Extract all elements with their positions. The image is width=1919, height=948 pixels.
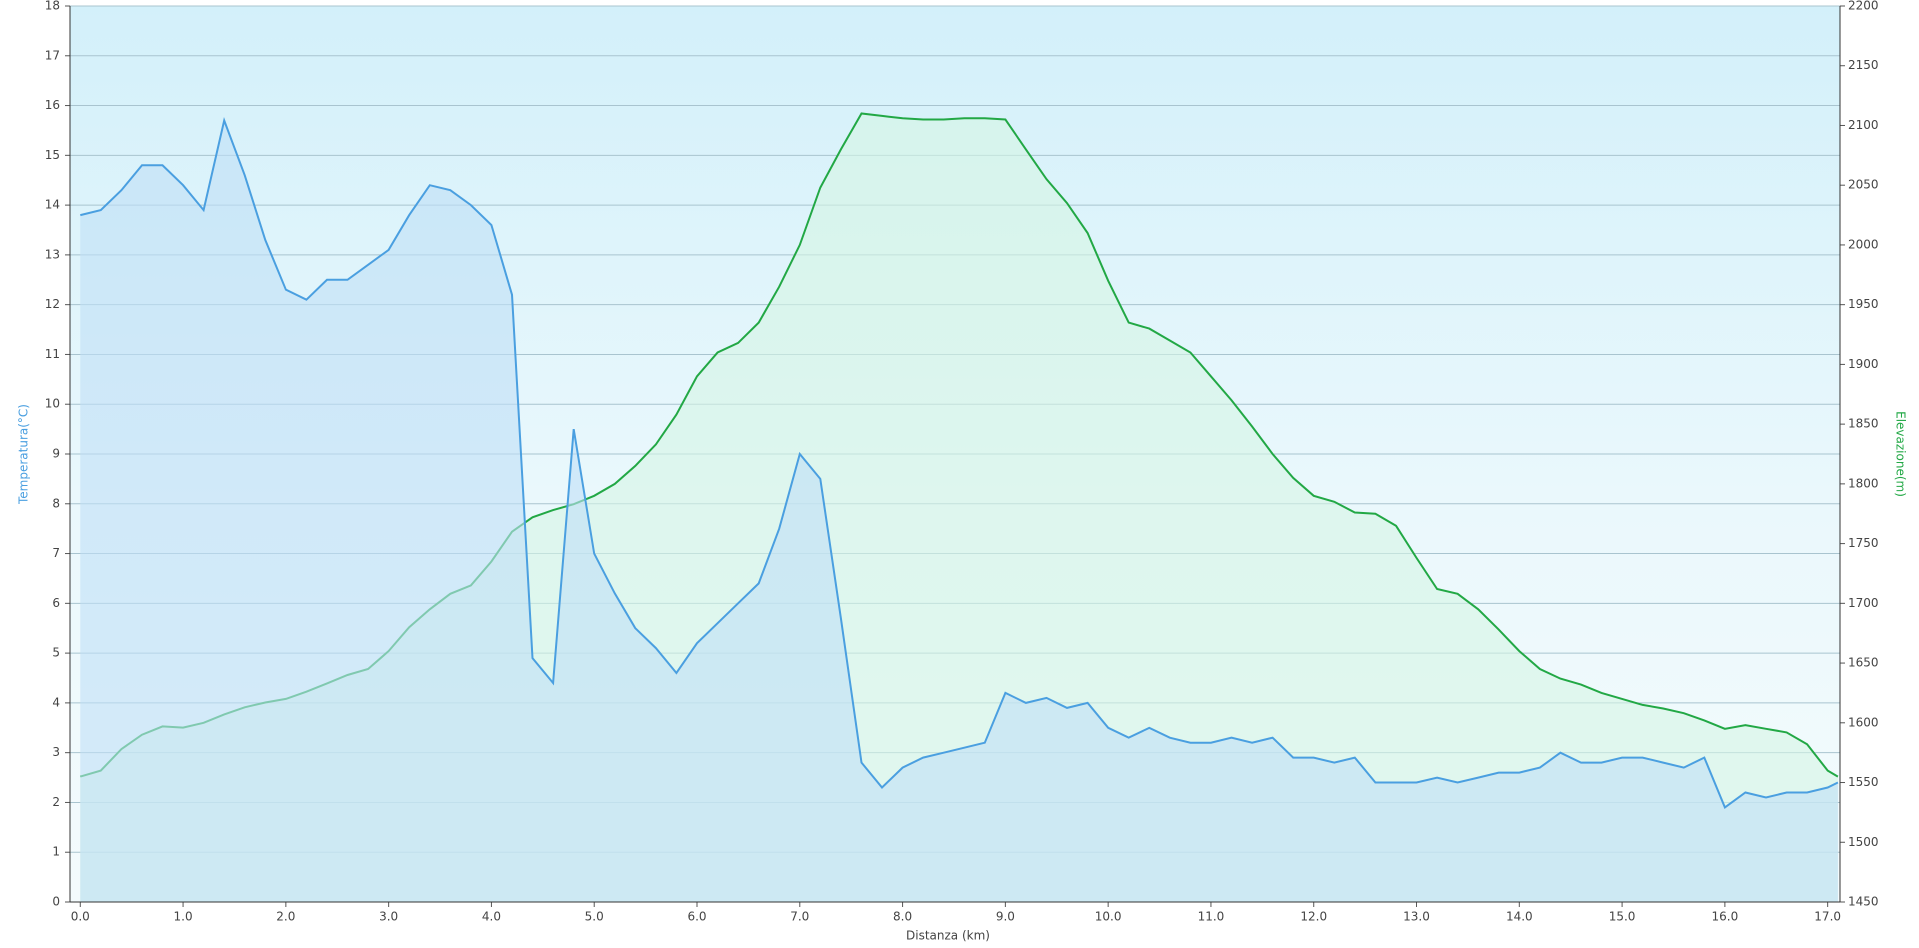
y-tick-label: 13	[45, 247, 60, 261]
y-tick-label: 8	[52, 496, 60, 510]
x-tick-label: 0.0	[71, 910, 90, 924]
y2-tick-label: 1650	[1848, 656, 1879, 670]
x-tick-label: 7.0	[790, 910, 809, 924]
x-tick-label: 14.0	[1506, 910, 1533, 924]
x-tick-label: 15.0	[1609, 910, 1636, 924]
x-tick-label: 2.0	[276, 910, 295, 924]
y2-tick-label: 1750	[1848, 536, 1879, 550]
y2-tick-label: 1550	[1848, 775, 1879, 789]
y-tick-label: 15	[45, 148, 60, 162]
x-tick-label: 6.0	[687, 910, 706, 924]
x-axis-title: Distanza (km)	[906, 929, 990, 943]
y2-tick-label: 1800	[1848, 476, 1879, 490]
y2-tick-label: 1900	[1848, 357, 1879, 371]
x-tick-label: 10.0	[1095, 910, 1122, 924]
y2-tick-label: 1850	[1848, 417, 1879, 431]
x-tick-label: 8.0	[893, 910, 912, 924]
y-tick-label: 3	[52, 745, 60, 759]
x-tick-label: 3.0	[379, 910, 398, 924]
line	[80, 117, 1839, 809]
y2-tick-label: 2150	[1848, 58, 1879, 72]
y-tick-label: 9	[52, 447, 60, 461]
y-tick-label: 7	[52, 546, 60, 560]
y-tick-label: 0	[52, 895, 60, 909]
y-tick-label: 18	[45, 0, 60, 13]
y2-tick-label: 2100	[1848, 118, 1879, 132]
x-tick-label: 13.0	[1403, 910, 1430, 924]
y2-tick-label: 1950	[1848, 297, 1879, 311]
y2-tick-label: 1700	[1848, 596, 1879, 610]
y-tick-label: 5	[52, 646, 60, 660]
y-tick-label: 4	[52, 695, 60, 709]
x-tick-label: 9.0	[996, 910, 1015, 924]
y-tick-label: 11	[45, 347, 60, 361]
y2-tick-label: 1450	[1848, 895, 1879, 909]
y2-axis-title: Elevazione(m)	[1894, 411, 1908, 497]
y2-tick-label: 2000	[1848, 237, 1879, 251]
x-tick-label: 17.0	[1814, 910, 1841, 924]
y-tick-label: 14	[45, 198, 60, 212]
area	[80, 120, 1838, 902]
y2-tick-label: 2200	[1848, 0, 1879, 13]
y2-tick-label: 1500	[1848, 835, 1879, 849]
y-tick-label: 10	[45, 397, 60, 411]
x-tick-label: 12.0	[1300, 910, 1327, 924]
y-tick-label: 16	[45, 98, 60, 112]
y2-tick-label: 1600	[1848, 715, 1879, 729]
y-tick-label: 1	[52, 845, 60, 859]
y-tick-label: 2	[52, 795, 60, 809]
y-axis-title: Temperatura(°C)	[17, 404, 31, 505]
y-tick-label: 12	[45, 297, 60, 311]
x-tick-label: 11.0	[1198, 910, 1225, 924]
y-tick-label: 17	[45, 48, 60, 62]
x-tick-label: 16.0	[1712, 910, 1739, 924]
x-tick-label: 1.0	[174, 910, 193, 924]
y2-tick-label: 2050	[1848, 178, 1879, 192]
x-tick-label: 5.0	[585, 910, 604, 924]
y-tick-label: 6	[52, 596, 60, 610]
x-tick-label: 4.0	[482, 910, 501, 924]
